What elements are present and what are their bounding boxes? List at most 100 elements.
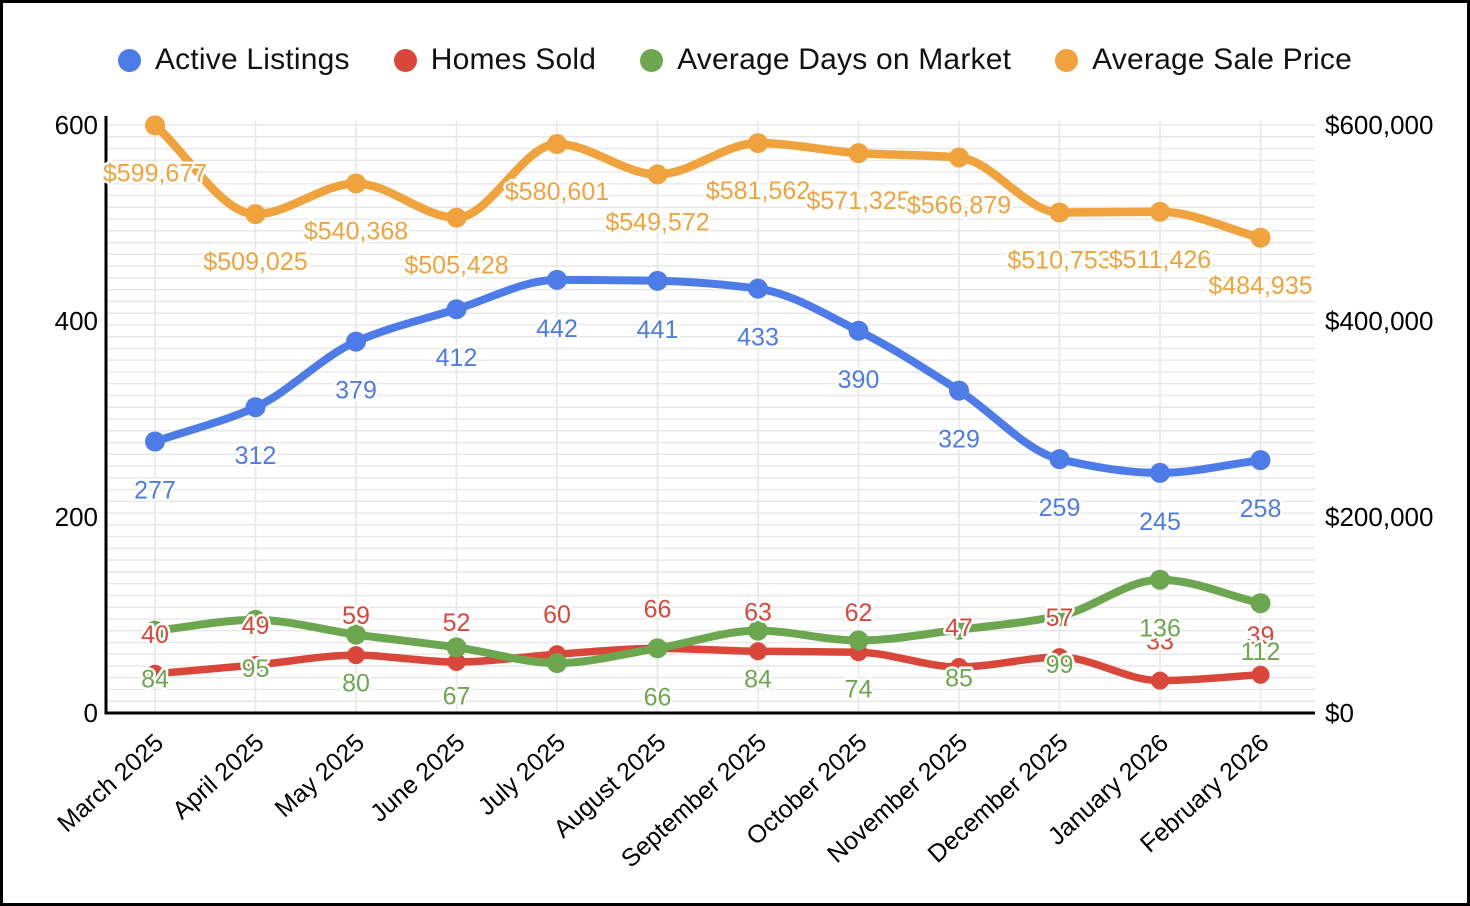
- x-axis-label: June 2025: [365, 729, 471, 828]
- data-point-average-sale-price[interactable]: [145, 115, 165, 136]
- data-point-active-listings[interactable]: [346, 331, 366, 352]
- data-point-homes-sold[interactable]: [950, 657, 968, 676]
- data-label-average-sale-price: $505,428: [404, 252, 508, 280]
- data-point-homes-sold[interactable]: [347, 646, 365, 665]
- data-label-average-sale-price: $599,677: [103, 159, 207, 187]
- data-point-average-days-on-market[interactable]: [446, 637, 467, 658]
- data-point-active-listings[interactable]: [245, 397, 266, 418]
- data-label-homes-sold: 49: [242, 612, 270, 640]
- y-axis-tick-label: 200: [55, 502, 98, 532]
- legend-swatch-icon: [117, 48, 141, 72]
- y-axis-tick-label: 0: [84, 698, 98, 728]
- right-axis-tick-label: $200,000: [1325, 502, 1433, 532]
- data-point-average-sale-price[interactable]: [748, 133, 768, 154]
- legend-label: Average Sale Price: [1092, 43, 1353, 76]
- data-point-average-sale-price[interactable]: [647, 164, 668, 185]
- data-label-homes-sold: 57: [1046, 604, 1074, 632]
- data-point-average-days-on-market[interactable]: [647, 638, 668, 659]
- series-line-average-days-on-market: [151, 575, 1265, 668]
- data-label-average-sale-price: $510,753: [1007, 246, 1111, 274]
- h-gridlines: [106, 124, 1315, 702]
- legend-swatch-icon: [393, 48, 417, 72]
- data-point-average-sale-price[interactable]: [848, 143, 869, 164]
- data-point-average-days-on-market[interactable]: [346, 624, 366, 645]
- data-label-active-listings: 329: [938, 426, 980, 454]
- data-point-active-listings[interactable]: [446, 299, 467, 320]
- y-axis-tick-label: 400: [55, 306, 98, 336]
- data-label-active-listings: 277: [134, 477, 176, 505]
- data-point-active-listings[interactable]: [748, 278, 768, 299]
- data-label-active-listings: 433: [737, 324, 779, 352]
- data-point-active-listings[interactable]: [647, 270, 668, 291]
- data-point-active-listings[interactable]: [1150, 462, 1170, 483]
- data-point-average-sale-price[interactable]: [1150, 201, 1170, 222]
- data-point-average-days-on-market[interactable]: [547, 653, 567, 674]
- data-label-active-listings: 259: [1039, 494, 1081, 522]
- legend-item-average-sale-price: Average Sale Price: [1055, 43, 1352, 77]
- y-axis-tick-label: 600: [55, 110, 98, 140]
- data-point-average-days-on-market[interactable]: [145, 620, 165, 641]
- data-point-active-listings[interactable]: [1049, 449, 1070, 470]
- legend-swatch-icon: [1055, 48, 1079, 72]
- data-label-average-sale-price: $549,572: [605, 208, 709, 236]
- data-label-average-days-on-market: 136: [1139, 615, 1181, 643]
- data-point-average-sale-price[interactable]: [446, 207, 467, 228]
- legend-item-active-listings: Active Listings: [117, 43, 350, 77]
- data-point-average-sale-price[interactable]: [949, 147, 969, 168]
- data-point-average-sale-price[interactable]: [1049, 202, 1070, 223]
- data-point-active-listings[interactable]: [949, 380, 969, 401]
- data-point-average-days-on-market[interactable]: [949, 619, 969, 640]
- data-point-active-listings[interactable]: [848, 320, 869, 341]
- data-label-average-sale-price: $509,025: [203, 248, 307, 276]
- data-label-active-listings: 245: [1139, 508, 1181, 536]
- data-label-homes-sold: 62: [845, 599, 873, 627]
- data-point-active-listings[interactable]: [145, 431, 165, 452]
- data-point-average-days-on-market[interactable]: [748, 620, 768, 641]
- data-point-homes-sold[interactable]: [246, 655, 265, 674]
- data-point-average-sale-price[interactable]: [245, 204, 266, 225]
- data-point-active-listings[interactable]: [1250, 450, 1271, 471]
- data-label-active-listings: 442: [536, 315, 578, 343]
- data-labels-average-days-on-market: 84 95 80 67 66 84 74 85 99 136 112: [139, 612, 1283, 714]
- data-label-average-days-on-market: 67: [443, 682, 471, 710]
- data-label-average-sale-price: $484,935: [1208, 272, 1312, 300]
- data-label-average-sale-price: $511,426: [1109, 246, 1211, 274]
- data-label-average-sale-price: $580,601: [505, 178, 609, 206]
- data-label-average-sale-price: $571,325: [806, 187, 910, 215]
- data-label-average-days-on-market: 74: [845, 675, 873, 703]
- legend-label: Active Listings: [154, 43, 350, 76]
- data-point-average-sale-price[interactable]: [346, 173, 366, 194]
- data-point-average-days-on-market[interactable]: [1250, 593, 1271, 614]
- series-line-homes-sold: [151, 644, 1265, 685]
- data-label-average-days-on-market: 84: [744, 666, 772, 694]
- x-axis-label: March 2025: [52, 729, 169, 838]
- data-point-homes-sold[interactable]: [749, 642, 767, 661]
- series-homes-sold: [146, 639, 1270, 690]
- data-point-average-sale-price[interactable]: [547, 134, 567, 155]
- data-point-homes-sold[interactable]: [1151, 671, 1169, 690]
- data-label-homes-sold: 33: [1146, 628, 1174, 656]
- data-point-homes-sold[interactable]: [1251, 665, 1270, 684]
- data-point-average-days-on-market[interactable]: [848, 630, 869, 651]
- data-labels-active-listings: 277 312 379 412 442 441 433 390 329 259 245 258: [132, 312, 1284, 538]
- data-label-average-sale-price: $540,368: [304, 217, 408, 245]
- legend-label: Average Days on Market: [677, 43, 1012, 76]
- series-active-listings: [145, 269, 1271, 483]
- data-point-average-sale-price[interactable]: [1250, 227, 1271, 248]
- legend-swatch-icon: [640, 48, 664, 72]
- data-label-homes-sold: 40: [141, 621, 169, 649]
- data-label-active-listings: 390: [838, 366, 880, 394]
- data-point-homes-sold[interactable]: [447, 653, 466, 672]
- series-line-active-listings: [151, 275, 1265, 477]
- data-point-homes-sold[interactable]: [1050, 648, 1069, 667]
- data-label-homes-sold: 59: [342, 602, 370, 630]
- data-label-average-days-on-market: 85: [945, 665, 973, 693]
- data-point-average-days-on-market[interactable]: [245, 609, 266, 630]
- data-label-average-days-on-market: 66: [644, 683, 672, 711]
- data-point-active-listings[interactable]: [547, 269, 567, 290]
- data-point-average-days-on-market[interactable]: [1049, 605, 1070, 626]
- data-point-average-days-on-market[interactable]: [1150, 569, 1170, 590]
- data-point-homes-sold[interactable]: [146, 664, 164, 683]
- x-axis-label: May 2025: [270, 729, 370, 823]
- data-label-homes-sold: 52: [443, 609, 471, 637]
